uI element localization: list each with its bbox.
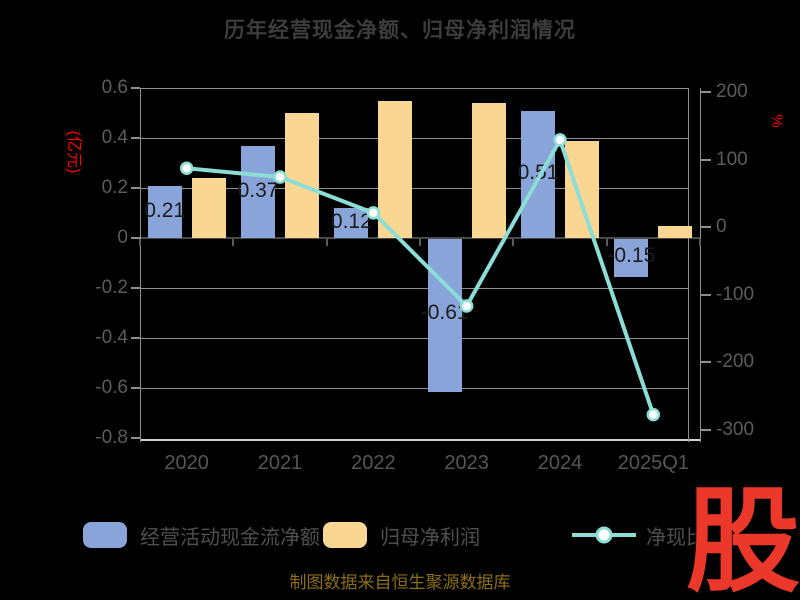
gridline <box>140 88 688 89</box>
x-axis-label-2024: 2024 <box>537 452 583 474</box>
right-axis-tick-label: 0 <box>716 216 727 237</box>
bar-value-label-2023: -0.61 <box>420 301 469 325</box>
right-axis-tick <box>700 361 711 363</box>
gridline <box>140 288 688 289</box>
right-axis-tick <box>700 226 711 228</box>
legend-swatch-yellow-bar <box>323 522 367 548</box>
x-axis-tick <box>139 239 141 246</box>
right-axis-tick <box>700 91 711 93</box>
left-axis-tick-label: 0.2 <box>101 177 128 198</box>
left-axis-tick <box>131 237 140 239</box>
legend-item-netcash-ratio[interactable]: 净现比 <box>572 521 706 549</box>
x-axis-label-2023: 2023 <box>444 452 489 474</box>
left-axis-tick <box>131 187 140 189</box>
watermark-logo: 股 <box>685 479 800 600</box>
gridline <box>140 138 688 139</box>
left-axis-tick <box>131 387 140 389</box>
right-axis-tick <box>700 293 711 296</box>
right-axis-tick-label: -200 <box>716 351 755 372</box>
left-axis-tick-label: -0.2 <box>95 277 128 298</box>
bar-value-label-2025Q1: -0.15 <box>607 243 656 267</box>
left-axis-line <box>140 88 141 442</box>
bar-netprofit-2025Q1[interactable] <box>658 225 693 238</box>
data-source-note: 制图数据来自恒生聚源数据库 <box>289 573 511 592</box>
x-axis-tick <box>419 239 421 246</box>
x-axis-label-2020: 2020 <box>164 452 209 474</box>
bar-value-label-2024: 0.51 <box>517 161 559 185</box>
right-axis-tick-label: -100 <box>716 283 755 305</box>
left-axis-tick-label: 0 <box>117 227 128 248</box>
right-axis-tick <box>700 158 711 161</box>
left-axis-tick-label: 0.6 <box>101 77 128 98</box>
chart-title: 历年经营现金净额、归母净利润情况 <box>224 19 576 42</box>
left-axis-tick <box>131 437 140 439</box>
legend-label-net-profit: 归母净利润 <box>380 526 480 549</box>
legend-label-operating-cashflow: 经营活动现金流净额 <box>140 526 320 549</box>
legend-line-marker-icon <box>572 522 636 548</box>
left-axis-tick <box>131 287 140 289</box>
left-axis-tick <box>131 137 140 139</box>
right-axis-tick <box>700 428 711 431</box>
plot-bottom-border <box>140 439 700 441</box>
left-axis-tick <box>131 337 140 339</box>
x-axis-label-2025Q1: 2025Q1 <box>617 452 689 474</box>
right-axis-tick-label: 100 <box>716 148 748 170</box>
right-axis-tick-label: -300 <box>716 418 755 440</box>
bar-value-label-2022: 0.12 <box>330 210 372 233</box>
right-axis-tick-label: 200 <box>716 81 748 102</box>
grid-right-border <box>688 88 689 442</box>
left-axis-tick-label: -0.4 <box>95 327 128 348</box>
x-axis-tick <box>325 239 328 246</box>
left-axis-tick <box>131 87 140 89</box>
x-axis-tick <box>699 239 701 246</box>
x-axis-tick <box>512 239 515 246</box>
bar-netprofit-2021[interactable] <box>285 113 319 238</box>
bar-value-label-2020: 0.21 <box>144 198 186 222</box>
bar-netprofit-2024[interactable] <box>565 140 599 238</box>
x-axis-label-2022: 2022 <box>351 452 396 474</box>
left-axis-tick-label: -0.6 <box>95 377 128 398</box>
legend-item-net-profit[interactable]: 归母净利润 <box>323 521 480 549</box>
x-axis-label-2021: 2021 <box>257 452 303 474</box>
bar-netprofit-2023[interactable] <box>471 103 506 238</box>
x-axis-tick <box>232 239 235 246</box>
gridline <box>140 388 688 389</box>
left-axis-tick-label: 0.4 <box>101 127 128 148</box>
right-axis-line <box>700 88 701 442</box>
gridline <box>140 338 688 339</box>
legend-item-operating-cashflow[interactable]: 经营活动现金流净额 <box>83 521 320 549</box>
left-axis-tick-label: -0.8 <box>95 427 128 448</box>
bar-value-label-2021: 0.37 <box>237 178 279 202</box>
legend-label-netcash-ratio: 净现比 <box>646 526 706 549</box>
legend-swatch-blue-bar <box>83 522 127 548</box>
bar-cashflow-2020[interactable] <box>147 185 182 238</box>
